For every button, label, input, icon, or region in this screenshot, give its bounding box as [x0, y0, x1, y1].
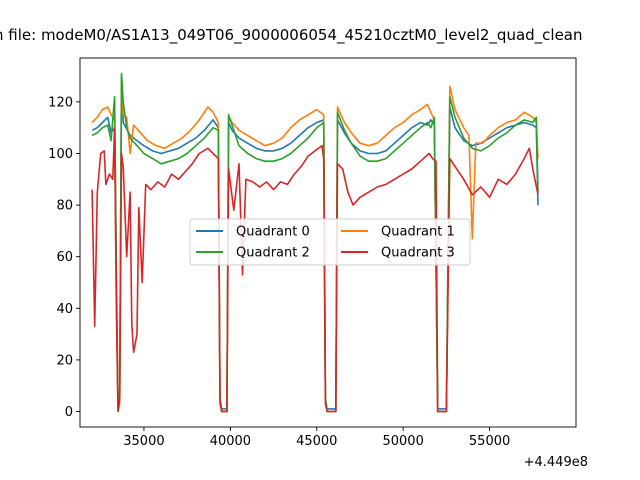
x-tick-label: 35000: [123, 434, 164, 449]
x-tick-label: 50000: [382, 434, 423, 449]
y-tick-label: 0: [65, 405, 73, 420]
series-line-quadrant-1: [91, 80, 539, 413]
plot-area: [79, 57, 577, 428]
legend: Quadrant 0 Quadrant 1 Quadrant 2 Quadrant 3: [189, 218, 471, 266]
legend-label-quadrant-2: Quadrant 2: [236, 246, 310, 261]
x-tick-label: 40000: [210, 434, 251, 449]
y-tick-label: 60: [56, 250, 73, 265]
y-axis: 0 20 40 60 80 100 120: [48, 95, 80, 420]
y-tick-label: 100: [48, 147, 73, 162]
legend-box: [189, 218, 471, 266]
x-tick-label: 55000: [469, 434, 510, 449]
legend-label-quadrant-3: Quadrant 3: [381, 246, 455, 261]
plot-frame: [79, 57, 577, 428]
legend-label-quadrant-0: Quadrant 0: [236, 225, 310, 240]
y-tick-label: 40: [56, 302, 73, 317]
y-tick-label: 20: [56, 353, 73, 368]
x-axis-offset-label: +4.449e8: [524, 455, 588, 470]
y-tick-label: 120: [48, 95, 73, 110]
series-line-quadrant-0: [91, 75, 539, 410]
legend-label-quadrant-1: Quadrant 1: [381, 225, 455, 240]
x-tick-label: 45000: [296, 434, 337, 449]
series-line-quadrant-2: [91, 72, 539, 413]
series-line-quadrant-3: [91, 126, 539, 413]
y-tick-label: 80: [56, 199, 73, 214]
chart-title: n file: modeM0/AS1A13_049T06_9000006054_…: [0, 26, 583, 45]
x-axis: 35000 40000 45000 50000 55000: [123, 427, 510, 449]
